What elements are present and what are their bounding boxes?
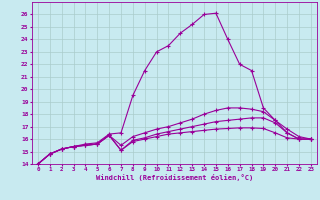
X-axis label: Windchill (Refroidissement éolien,°C): Windchill (Refroidissement éolien,°C) <box>96 174 253 181</box>
